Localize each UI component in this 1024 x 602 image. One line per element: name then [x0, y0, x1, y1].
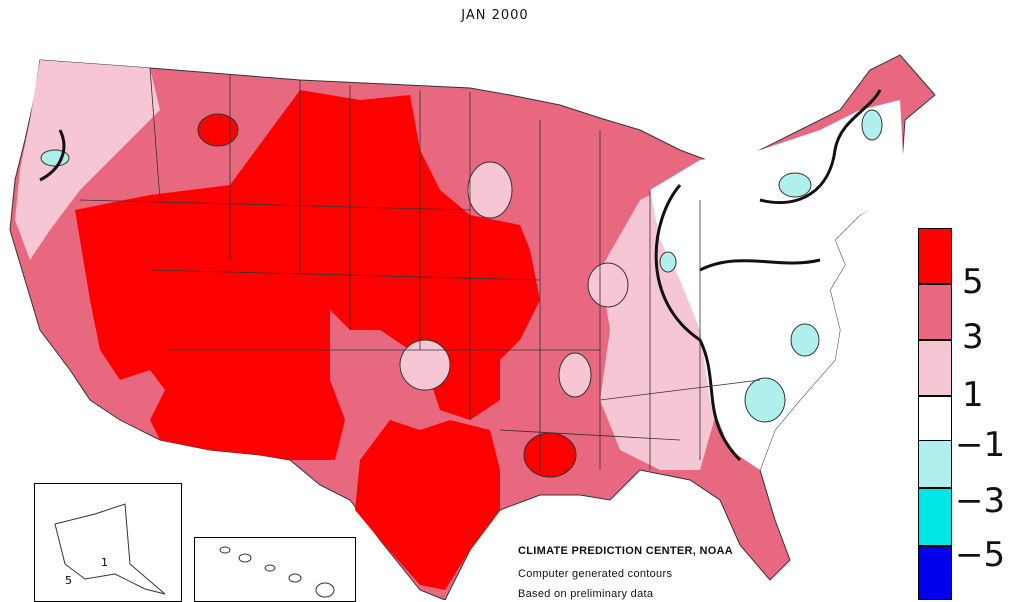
- anomaly-neg-blob: [790, 323, 820, 357]
- anomaly-neg-blob: [744, 377, 786, 423]
- alaska-contour-label: 5: [65, 574, 72, 587]
- anomaly-5-arkansas: [523, 432, 577, 478]
- legend-swatch-neg1: [918, 440, 952, 488]
- anomaly-1-west: [15, 60, 160, 260]
- legend-label: −1: [955, 425, 1006, 465]
- anomaly-1-hole: [467, 161, 513, 219]
- anomaly-5-montana: [197, 113, 239, 147]
- legend-label: 3: [962, 317, 984, 357]
- legend-label: −3: [955, 481, 1006, 521]
- map-title: JAN 2000: [461, 8, 529, 23]
- legend-swatch-neg3: [918, 488, 952, 546]
- anomaly-1-hole: [558, 352, 592, 398]
- anomaly-neg-blob: [659, 251, 677, 273]
- credit-line: CLIMATE PREDICTION CENTER, NOAA: [518, 545, 734, 557]
- anomaly-5-texas: [355, 420, 500, 590]
- zero-contour: [699, 258, 821, 272]
- hawaii-islands: [219, 546, 335, 598]
- anomaly-0-east: [650, 100, 905, 470]
- hawaii-inset: [194, 537, 356, 602]
- state-borders: [79, 67, 761, 470]
- anomaly-1-hole: [399, 339, 451, 391]
- legend-label: −5: [955, 535, 1006, 575]
- anomaly-1-hole: [587, 262, 629, 308]
- legend-swatch-1: [918, 340, 952, 396]
- legend-swatch-neg5: [918, 546, 952, 600]
- alaska-inset: 1 5: [34, 483, 182, 602]
- alaska-contour-label: 1: [101, 556, 108, 569]
- credit-line: Based on preliminary data: [518, 588, 654, 600]
- anomaly-neg-blob: [861, 109, 883, 141]
- legend-swatch-3: [918, 284, 952, 340]
- credit-line: Computer generated contours: [518, 568, 673, 580]
- legend-swatch-5: [918, 228, 952, 284]
- alaska-outline: [54, 503, 166, 595]
- zero-contour: [759, 89, 882, 205]
- anomaly-neg-blob: [778, 172, 812, 198]
- zero-contour: [39, 129, 66, 182]
- legend-label: 1: [962, 375, 984, 415]
- legend-label: 5: [962, 262, 984, 302]
